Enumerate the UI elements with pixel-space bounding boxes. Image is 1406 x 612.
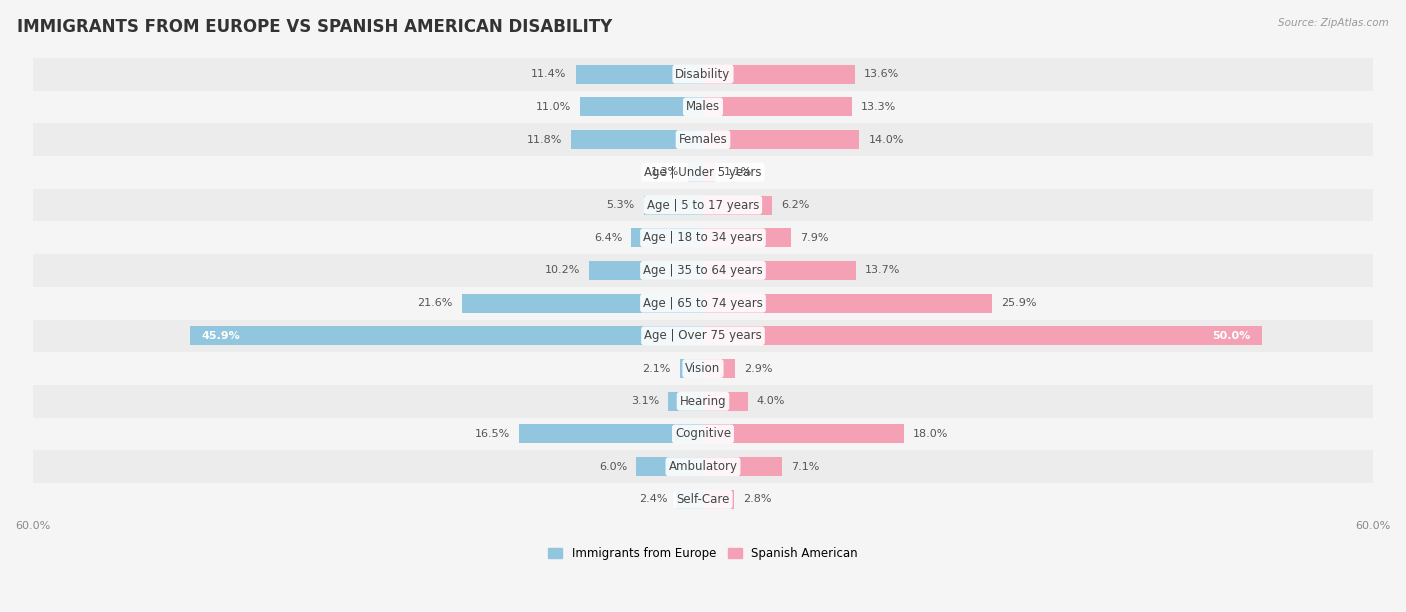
Bar (703, 490, 734, 509)
Text: IMMIGRANTS FROM EUROPE VS SPANISH AMERICAN DISABILITY: IMMIGRANTS FROM EUROPE VS SPANISH AMERIC… (17, 18, 612, 36)
Text: 1.1%: 1.1% (724, 167, 752, 177)
Bar (631, 228, 703, 247)
Text: Females: Females (679, 133, 727, 146)
Text: 11.0%: 11.0% (536, 102, 571, 112)
Text: 14.0%: 14.0% (869, 135, 904, 144)
Bar (703, 457, 782, 476)
Text: Ambulatory: Ambulatory (668, 460, 738, 473)
Text: Age | 18 to 34 years: Age | 18 to 34 years (643, 231, 763, 244)
Bar (32, 91, 1374, 123)
Bar (703, 196, 772, 215)
Text: 50.0%: 50.0% (1212, 331, 1250, 341)
Bar (32, 450, 1374, 483)
Text: 5.3%: 5.3% (606, 200, 636, 210)
Text: Age | 65 to 74 years: Age | 65 to 74 years (643, 297, 763, 310)
Bar (589, 261, 703, 280)
Bar (32, 58, 1374, 91)
Text: 6.0%: 6.0% (599, 461, 627, 472)
Text: 2.9%: 2.9% (744, 364, 773, 373)
Bar (32, 385, 1374, 417)
Text: 11.8%: 11.8% (527, 135, 562, 144)
Text: 6.4%: 6.4% (595, 233, 623, 243)
Text: 7.9%: 7.9% (800, 233, 828, 243)
Text: Vision: Vision (685, 362, 721, 375)
Bar (190, 326, 703, 345)
Text: 6.2%: 6.2% (782, 200, 810, 210)
Bar (571, 130, 703, 149)
Bar (575, 65, 703, 84)
Bar (644, 196, 703, 215)
Bar (32, 287, 1374, 319)
Text: 2.4%: 2.4% (638, 494, 668, 504)
Text: 10.2%: 10.2% (544, 266, 581, 275)
Bar (668, 392, 703, 411)
Text: Males: Males (686, 100, 720, 113)
Text: 25.9%: 25.9% (1001, 298, 1036, 308)
Text: Cognitive: Cognitive (675, 428, 731, 441)
Bar (32, 156, 1374, 188)
Text: 21.6%: 21.6% (418, 298, 453, 308)
Bar (581, 97, 703, 116)
Text: 4.0%: 4.0% (756, 397, 785, 406)
Bar (703, 392, 748, 411)
Bar (32, 483, 1374, 516)
Text: 13.3%: 13.3% (860, 102, 896, 112)
Bar (679, 359, 703, 378)
Bar (32, 254, 1374, 287)
Bar (461, 294, 703, 313)
Text: Self-Care: Self-Care (676, 493, 730, 506)
Bar (703, 425, 904, 444)
Text: 2.8%: 2.8% (744, 494, 772, 504)
Bar (703, 326, 1261, 345)
Text: Age | Over 75 years: Age | Over 75 years (644, 329, 762, 342)
Text: 7.1%: 7.1% (792, 461, 820, 472)
Text: Age | Under 5 years: Age | Under 5 years (644, 166, 762, 179)
Text: 16.5%: 16.5% (474, 429, 510, 439)
Text: 1.3%: 1.3% (651, 167, 679, 177)
Bar (703, 228, 792, 247)
Bar (703, 359, 735, 378)
Text: Hearing: Hearing (679, 395, 727, 408)
Bar (703, 130, 859, 149)
Text: 18.0%: 18.0% (912, 429, 949, 439)
Text: 11.4%: 11.4% (531, 69, 567, 79)
Bar (703, 163, 716, 182)
Bar (32, 319, 1374, 353)
Bar (689, 163, 703, 182)
Bar (703, 261, 856, 280)
Bar (519, 425, 703, 444)
Bar (32, 188, 1374, 222)
Bar (703, 294, 993, 313)
Bar (32, 222, 1374, 254)
Bar (703, 65, 855, 84)
Text: 13.7%: 13.7% (865, 266, 900, 275)
Bar (32, 123, 1374, 156)
Text: 2.1%: 2.1% (643, 364, 671, 373)
Text: Source: ZipAtlas.com: Source: ZipAtlas.com (1278, 18, 1389, 28)
Bar (703, 97, 852, 116)
Text: 3.1%: 3.1% (631, 397, 659, 406)
Bar (676, 490, 703, 509)
Bar (32, 353, 1374, 385)
Text: Disability: Disability (675, 68, 731, 81)
Text: Age | 35 to 64 years: Age | 35 to 64 years (643, 264, 763, 277)
Legend: Immigrants from Europe, Spanish American: Immigrants from Europe, Spanish American (543, 542, 863, 565)
Text: 45.9%: 45.9% (201, 331, 240, 341)
Bar (636, 457, 703, 476)
Text: Age | 5 to 17 years: Age | 5 to 17 years (647, 198, 759, 212)
Bar (32, 417, 1374, 450)
Text: 13.6%: 13.6% (863, 69, 900, 79)
